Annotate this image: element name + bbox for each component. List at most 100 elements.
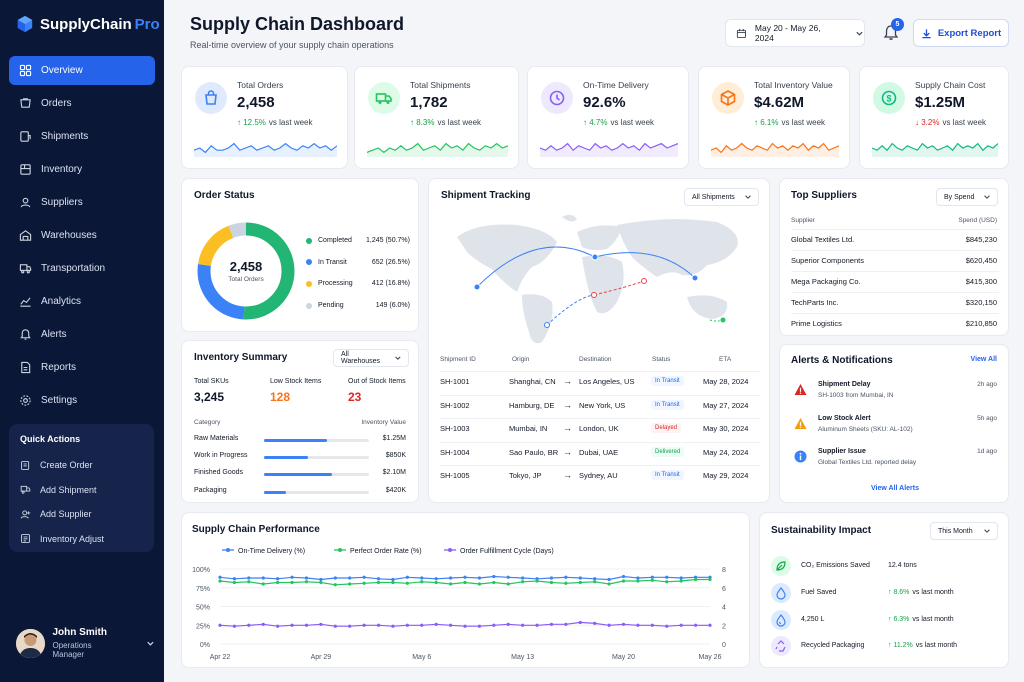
kpi-card-supply-chain-cost[interactable]: $ Supply Chain Cost $1.25M ↓ 3.2% vs last we…: [859, 66, 1009, 169]
legend-dot: [306, 237, 312, 244]
series-point: [319, 622, 323, 626]
quick-action-label: Add Supplier: [40, 509, 92, 520]
view-all-alerts-link[interactable]: View All Alerts: [871, 485, 919, 492]
series-point: [578, 576, 582, 580]
kpi-sparkline: [194, 142, 337, 157]
sidebar-item-shipments[interactable]: Shipments: [9, 122, 155, 151]
series-point: [477, 624, 482, 628]
series-point: [420, 580, 424, 584]
alert-description: Aluminum Sheets (SKU: AL-102): [818, 425, 913, 433]
series-point: [232, 580, 237, 585]
alert-description: Global Textiles Ltd. reported delay: [818, 459, 917, 466]
series-point: [564, 622, 568, 626]
legend-marker: [448, 548, 452, 552]
create-order-icon: [21, 460, 30, 470]
brand-logo[interactable]: SupplyChain Pro: [16, 15, 160, 33]
sidebar-item-label: Analytics: [41, 296, 82, 307]
legend-value: 412 (16.8%): [371, 280, 410, 288]
inv-col-category: Category: [194, 419, 221, 426]
alert-title[interactable]: Supplier Issue: [818, 448, 866, 455]
sustainability-period-select[interactable]: This Month: [930, 522, 998, 540]
kpi-card-total-inventory-value[interactable]: Total Inventory Value $4.62M ↑ 6.1% vs last…: [698, 66, 850, 169]
status-badge: Delivered: [651, 446, 685, 457]
chevron-down-icon: [984, 195, 990, 199]
donut-segment-pending[interactable]: [197, 222, 295, 320]
shipment-filter-select[interactable]: All Shipments: [684, 188, 759, 206]
x-tick: Apr 29: [311, 654, 332, 661]
brand-name: SupplyChain: [40, 15, 132, 33]
supplier-name[interactable]: Prime Logistics: [791, 319, 842, 328]
ship-origin: Tokyo, JP: [509, 471, 542, 480]
supplier-name[interactable]: Global Textiles Ltd.: [791, 235, 855, 244]
kpi-card-total-orders[interactable]: Total Orders 2,458 ↑ 12.5% vs last week: [181, 66, 348, 169]
sidebar-item-suppliers[interactable]: Suppliers: [9, 188, 155, 217]
kpi-label: Total Shipments: [410, 80, 471, 90]
suppliers-sort-select[interactable]: By Spend: [936, 188, 998, 206]
series-point: [218, 623, 222, 627]
sidebar-item-reports[interactable]: Reports: [9, 353, 155, 382]
calendar-icon: [736, 28, 746, 38]
user-profile[interactable]: John Smith Operations Manager: [9, 619, 155, 667]
donut-segment-in-transit[interactable]: [197, 222, 295, 320]
sustainability-label: Recycled Packaging: [801, 642, 865, 650]
shipment-routes: [473, 246, 727, 328]
suppliers-col-name: Supplier: [791, 217, 815, 224]
sidebar-item-orders[interactable]: Orders: [9, 89, 155, 118]
legend-value: 149 (6.0%): [375, 302, 410, 310]
row-divider: [440, 418, 760, 419]
series-point: [636, 579, 640, 583]
alert-title[interactable]: Low Stock Alert: [818, 414, 871, 422]
row-divider: [440, 441, 760, 443]
quick-action-add-supplier[interactable]: Add Supplier: [20, 502, 143, 527]
quick-action-inventory-adjust[interactable]: Inventory Adjust: [20, 527, 143, 552]
sidebar-item-transportation[interactable]: Transportation: [9, 254, 155, 283]
quick-action-create-order[interactable]: Create Order: [20, 453, 143, 478]
sustainability-change-suffix: vs last month: [912, 615, 954, 623]
performance-chart: 100% 75% 50% 25% 0% 8 6 4 2 0 Apr 22 Apr 29 May 6 May…: [192, 548, 726, 661]
sidebar-item-inventory[interactable]: Inventory: [9, 155, 155, 184]
series-point: [290, 623, 294, 627]
series-point: [650, 623, 654, 627]
y-left-tick: 50%: [196, 605, 210, 612]
sustainability-change-value: 11.2%: [893, 642, 913, 650]
chevron-down-icon: [745, 195, 751, 199]
arrow-up-icon: ↑: [583, 118, 590, 127]
ship-destination: Sydney, AU: [579, 471, 618, 480]
series-point: [448, 576, 453, 580]
brand-accent: Pro: [134, 15, 160, 33]
row-divider: [791, 229, 999, 230]
alert-title[interactable]: Shipment Delay: [818, 381, 871, 388]
sidebar-item-overview[interactable]: Overview: [9, 56, 155, 85]
warehouse-select[interactable]: All Warehouses: [333, 349, 409, 367]
sustainability-label: CO₂ Emissions Saved: [801, 562, 870, 569]
sidebar-item-alerts[interactable]: Alerts: [9, 320, 155, 349]
inventory-icon: [20, 164, 31, 175]
ship-col-header: ETA: [719, 356, 732, 363]
series-point: [679, 623, 683, 627]
truck-icon: [19, 264, 32, 274]
supplier-name[interactable]: Mega Packaging Co.: [791, 277, 861, 286]
sidebar-item-label: Inventory: [41, 164, 83, 175]
series-point: [261, 622, 265, 626]
kpi-card-on-time-delivery[interactable]: On-Time Delivery 92.6% ↑ 4.7% vs last week: [527, 66, 689, 169]
kpi-card-total-shipments[interactable]: Total Shipments 1,782 ↑ 8.3% vs last week: [354, 66, 519, 169]
top-suppliers-card: Top Suppliers By Spend Supplier Spend (U…: [779, 178, 1009, 336]
alerts-view-all-link[interactable]: View All: [970, 356, 997, 363]
sidebar-item-settings[interactable]: Settings: [9, 386, 155, 415]
supplier-name[interactable]: Superior Components: [791, 256, 864, 265]
sidebar-item-analytics[interactable]: Analytics: [9, 287, 155, 316]
chevron-down-icon[interactable]: [146, 639, 155, 648]
series-point: [492, 580, 496, 585]
series-point: [304, 580, 309, 584]
export-report-button[interactable]: Export Report: [913, 19, 1009, 47]
sidebar-item-label: Transportation: [41, 263, 106, 274]
series-point: [333, 624, 337, 628]
series-point: [521, 623, 525, 627]
ship-col-header: Shipment ID: [440, 356, 476, 363]
supplier-name[interactable]: TechParts Inc.: [791, 298, 839, 307]
sidebar-item-warehouses[interactable]: Warehouses: [9, 221, 155, 250]
quick-action-add-shipment[interactable]: Add Shipment: [20, 478, 143, 503]
series-point: [247, 580, 251, 584]
date-range-picker[interactable]: May 20 - May 26, 2024: [725, 19, 865, 47]
export-report-label: Export Report: [937, 27, 1002, 39]
